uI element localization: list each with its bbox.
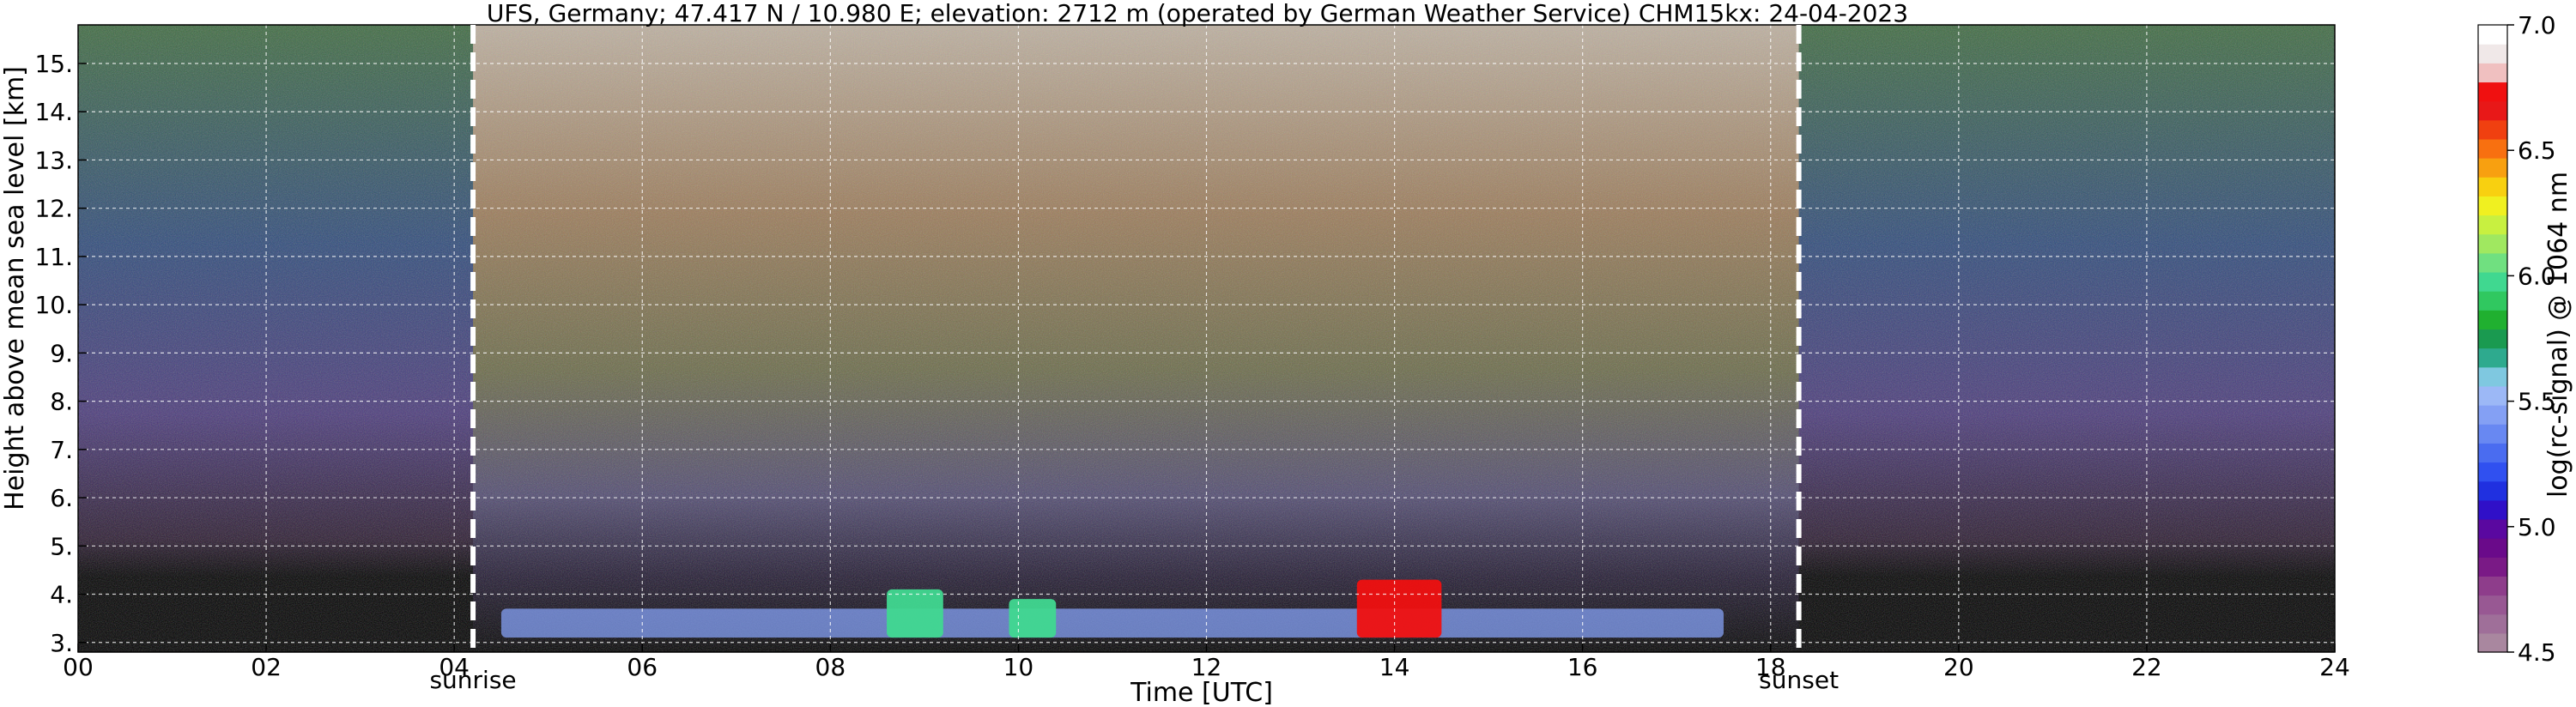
y-axis-ticks: 3. 4. 5. 6. 7. 8. 9. 10. 11. 12. 13. 14. 15.: [34, 50, 87, 657]
x-axis-ticks: 00 02 04 06 08 10 12 14 16 18 20 22 24: [63, 644, 2350, 681]
colorbar-ticks: 4.5 5.0 5.5 6.0 6.5 7.0: [2507, 11, 2556, 667]
x-tick-label: 02: [251, 653, 282, 681]
y-tick-label: 7.: [50, 436, 73, 464]
grid: [77, 24, 2336, 653]
colorbar-segment: [2478, 25, 2507, 45]
x-tick-label: 16: [1567, 653, 1598, 681]
colorbar-tick-label: 4.5: [2518, 638, 2556, 667]
colorbar-segment: [2478, 576, 2507, 596]
y-tick-label: 14.: [34, 98, 73, 126]
x-tick-label: 06: [627, 653, 658, 681]
colorbar-segment: [2478, 499, 2507, 520]
x-tick-label: 14: [1379, 653, 1410, 681]
sunset-label: sunset: [1759, 666, 1839, 694]
sunrise-label: sunrise: [429, 666, 516, 694]
y-tick-label: 12.: [34, 195, 73, 223]
colorbar-segment: [2478, 424, 2507, 444]
colorbar-segment: [2478, 329, 2507, 349]
colorbar-segment: [2478, 310, 2507, 330]
x-tick-label: 22: [2131, 653, 2162, 681]
x-tick-label: 04: [439, 653, 470, 681]
colorbar-segment: [2478, 366, 2507, 387]
colorbar-tick-label: 5.5: [2518, 388, 2556, 416]
colorbar-segment: [2478, 443, 2507, 463]
cloud-layer: [887, 589, 943, 638]
signal-noise: [78, 25, 2335, 652]
colorbar-tick-label: 5.0: [2518, 513, 2556, 541]
x-tick-label: 20: [1943, 653, 1974, 681]
colorbar-tick-label: 7.0: [2518, 11, 2556, 39]
y-tick-label: 4.: [50, 581, 73, 609]
colorbar-frame: [2477, 24, 2508, 653]
x-tick-label: 08: [815, 653, 846, 681]
y-tick-label: 8.: [50, 388, 73, 416]
colorbar-segment: [2478, 44, 2507, 63]
colorbar-segment: [2478, 518, 2507, 539]
colorbar-segment: [2478, 595, 2507, 615]
colorbar-segment: [2478, 196, 2507, 216]
colorbar-segment: [2478, 557, 2507, 577]
colorbar-segment: [2478, 538, 2507, 558]
colorbar-segment: [2478, 138, 2507, 159]
colorbar-segment: [2478, 480, 2507, 501]
cloud-layer: [1356, 579, 1442, 638]
colorbar-segment: [2478, 385, 2507, 406]
colorbar-segment: [2478, 158, 2507, 178]
y-axis-label: Height above mean sea level [km]: [0, 66, 30, 511]
colorbar-segment: [2478, 177, 2507, 196]
x-axis-label: Time [UTC]: [1130, 678, 1273, 707]
colorbar: [2477, 24, 2508, 653]
colorbar-segment: [2478, 632, 2507, 653]
colorbar-tick-label: 6.0: [2518, 262, 2556, 290]
colorbar-segment: [2478, 405, 2507, 425]
colorbar-segment: [2478, 291, 2507, 311]
colorbar-segment: [2478, 63, 2507, 83]
y-tick-label: 11.: [34, 243, 73, 271]
y-tick-label: 13.: [34, 146, 73, 174]
y-tick-label: 3.: [50, 629, 73, 657]
sun-markers: sunrise sunset: [429, 25, 1839, 694]
y-tick-label: 10.: [34, 291, 73, 319]
x-tick-label: 00: [63, 653, 94, 681]
colorbar-segment: [2478, 100, 2507, 121]
boundary-layer: [500, 608, 1724, 638]
y-tick-label: 5.: [50, 532, 73, 560]
y-tick-label: 6.: [50, 484, 73, 512]
colorbar-segment: [2478, 252, 2507, 273]
plot-area: [78, 25, 2335, 652]
x-tick-label: 10: [1003, 653, 1034, 681]
colorbar-segment: [2478, 233, 2507, 254]
colorbar-label: log(rc-signal) @ 1064 nm: [2543, 172, 2573, 498]
y-tick-label: 15.: [34, 50, 73, 78]
colorbar-segment: [2478, 462, 2507, 482]
colorbar-segment: [2478, 82, 2507, 102]
colorbar-tick-label: 6.5: [2518, 136, 2556, 165]
colorbar-segment: [2478, 347, 2507, 368]
y-tick-label: 9.: [50, 339, 73, 367]
cloud-layer: [1009, 599, 1057, 638]
colorbar-segment: [2478, 119, 2507, 140]
x-tick-label: 12: [1191, 653, 1222, 681]
chart-title: UFS, Germany; 47.417 N / 10.980 E; eleva…: [487, 0, 1908, 27]
x-tick-label: 24: [2319, 653, 2350, 681]
x-tick-label: 18: [1755, 653, 1786, 681]
colorbar-segment: [2478, 215, 2507, 235]
colorbar-segment: [2478, 613, 2507, 634]
colorbar-segment: [2478, 271, 2507, 292]
